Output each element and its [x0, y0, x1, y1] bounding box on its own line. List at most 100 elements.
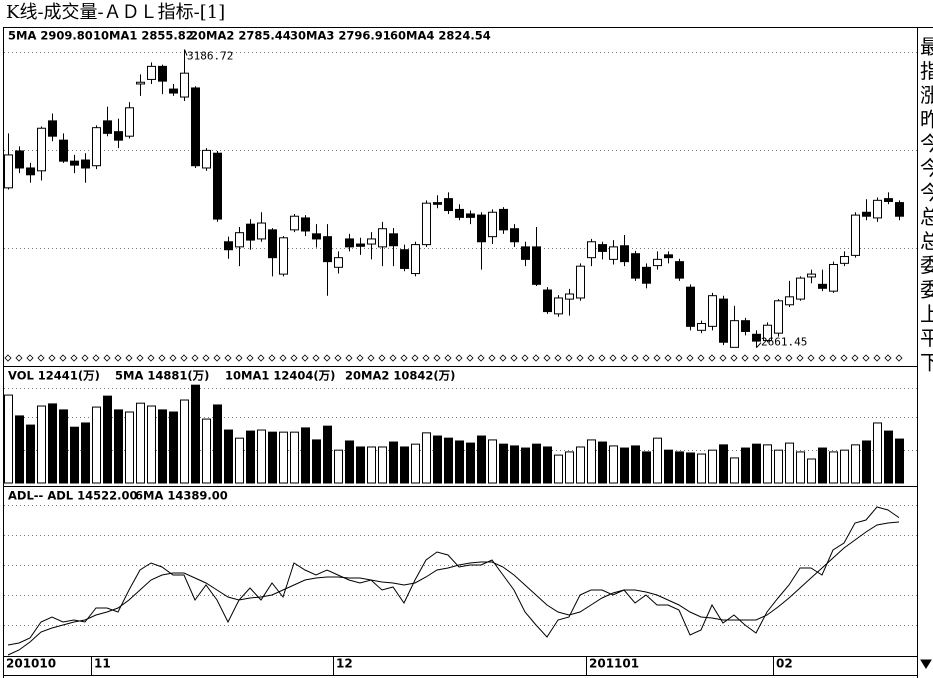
separator-diamond [301, 354, 309, 362]
legend-label: 20MA2 10842(万) [345, 369, 455, 383]
volume-bar [466, 442, 475, 484]
separator-diamond [499, 354, 507, 362]
volume-bar [290, 431, 299, 484]
legend-label: 10MA1 2855.82 [93, 29, 194, 43]
volume-bar [444, 437, 453, 484]
candle-body [268, 229, 277, 259]
separator-diamond [422, 354, 430, 362]
volume-bar [708, 449, 717, 484]
candle-body [609, 246, 618, 260]
x-tick-label: 11 [94, 657, 111, 671]
separator-diamond [675, 354, 683, 362]
side-label: 最 [920, 35, 933, 59]
separator-diamond [873, 354, 881, 362]
separator-diamond [796, 354, 804, 362]
legend-label: 60MA4 2824.54 [390, 29, 491, 43]
candle-body [323, 236, 332, 263]
separator-diamond [829, 354, 837, 362]
legend-label: 5MA 14881(万) [115, 369, 209, 383]
side-label: 总 [920, 229, 933, 253]
candle-body [796, 277, 805, 300]
separator-diamond [367, 354, 375, 362]
separator-diamond [477, 354, 485, 362]
frame [3, 27, 933, 678]
legend-label: ADL-- ADL 14522.00 [8, 489, 137, 503]
separator-diamond [565, 354, 573, 362]
candle-body [400, 249, 409, 269]
candle-body [224, 241, 233, 251]
candle-body [367, 238, 376, 245]
separator-diamond [312, 354, 320, 362]
separator-diamond [103, 354, 111, 362]
candle-body [587, 241, 596, 259]
volume-bar [180, 399, 189, 484]
candle-body [488, 211, 497, 238]
candle-body [147, 65, 156, 80]
separator-diamond [268, 354, 276, 362]
volume-bar [862, 440, 871, 484]
candle-body [840, 256, 849, 264]
side-label: 今 [920, 180, 933, 204]
separator-diamond [708, 354, 716, 362]
candle-body [279, 237, 288, 275]
separator-diamond [147, 354, 155, 362]
separator-diamond [378, 354, 386, 362]
candle-body [158, 65, 167, 82]
candle-body [48, 120, 57, 137]
volume-bar [620, 447, 629, 484]
volume-bar [686, 452, 695, 484]
separator-diamond [763, 354, 771, 362]
volume-bar [697, 453, 706, 484]
volume-bar [70, 426, 79, 484]
volume-bar [345, 440, 354, 484]
volume-bar [565, 451, 574, 484]
candle-body [257, 222, 266, 240]
volume-bar [81, 422, 90, 484]
candle-body [235, 232, 244, 248]
volume-bar [785, 442, 794, 484]
candle-body [708, 295, 717, 327]
separator-diamond [609, 354, 617, 362]
volume-bar [884, 430, 893, 484]
volume-bar [851, 444, 860, 484]
separator-diamond [653, 354, 661, 362]
separator-diamond [587, 354, 595, 362]
separator-diamond [785, 354, 793, 362]
volume-bar [268, 431, 277, 484]
volume-bar [378, 446, 387, 484]
separator-diamond [719, 354, 727, 362]
candle-body [862, 211, 871, 217]
volume-bar [609, 445, 618, 484]
separator-diamond [444, 354, 452, 362]
separator-diamond [48, 354, 56, 362]
legend-label: VOL 12441(万) [8, 369, 100, 383]
separator-diamond [136, 354, 144, 362]
volume-bar [400, 446, 409, 484]
candle-body [818, 283, 827, 289]
volume-bar [631, 445, 640, 484]
legend-label: 20MA2 2785.44 [190, 29, 291, 43]
volume-bar [26, 424, 35, 484]
volume-bar [532, 443, 541, 484]
separator-diamond [158, 354, 166, 362]
candle-body [532, 246, 541, 285]
separator-diamond [862, 354, 870, 362]
separator-diamond [576, 354, 584, 362]
volume-bar [807, 458, 816, 484]
volume-bar [664, 449, 673, 484]
volume-bar [37, 405, 46, 484]
candle-body [895, 202, 904, 217]
candle-body [246, 223, 255, 241]
separator-diamond [235, 354, 243, 362]
separator-diamond [15, 354, 23, 362]
x-tick-label: 201010 [6, 657, 56, 671]
volume-bar [48, 403, 57, 484]
volume-bar [103, 395, 112, 484]
volume-bar [719, 444, 728, 484]
candle-body [763, 324, 772, 342]
separator-diamond [345, 354, 353, 362]
candle-body [752, 333, 761, 342]
candle-body [345, 238, 354, 248]
separator-diamond [323, 354, 331, 362]
